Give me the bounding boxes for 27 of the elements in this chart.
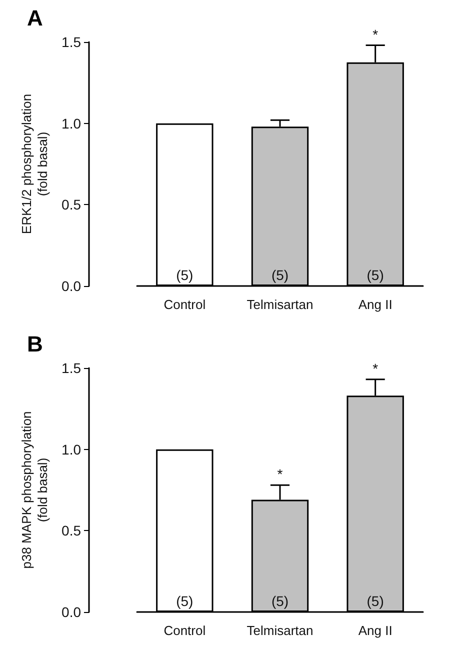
y-tick-label: 1.0	[62, 441, 82, 458]
y-tick-label: 0.5	[62, 196, 82, 213]
annotation: (5)	[271, 267, 289, 283]
y-tick-label: 0.0	[62, 604, 82, 620]
annotation: *	[277, 466, 284, 482]
x-tick-label: Telmisartan	[246, 623, 314, 638]
x-tick-label: Telmisartan	[246, 297, 314, 312]
y-tick-label: 1.5	[62, 360, 82, 376]
annotation: (5)	[366, 593, 384, 609]
x-tick-label: Control	[164, 297, 206, 312]
annotation: *	[372, 360, 379, 376]
annotation: (5)	[271, 593, 289, 609]
annotation: (5)	[176, 593, 194, 609]
y-tick-label: 1.0	[62, 115, 82, 132]
annotation: *	[372, 26, 379, 42]
y-tick-label: 0.0	[62, 278, 82, 294]
chart-title: B	[27, 332, 43, 356]
x-tick-label: Control	[164, 623, 206, 638]
chart-title: A	[27, 6, 43, 30]
y-tick-label: 1.5	[62, 34, 82, 50]
y-tick-label: 0.5	[62, 522, 82, 539]
y-axis-title: p38 MAPK phosphorylation (fold basal)	[19, 411, 50, 569]
annotation: (5)	[176, 267, 194, 283]
annotation: (5)	[366, 267, 384, 283]
x-tick-label: Ang II	[358, 623, 392, 638]
x-tick-label: Ang II	[358, 297, 392, 312]
y-axis-title: ERK1/2 phosphorylation (fold basal)	[19, 94, 50, 234]
